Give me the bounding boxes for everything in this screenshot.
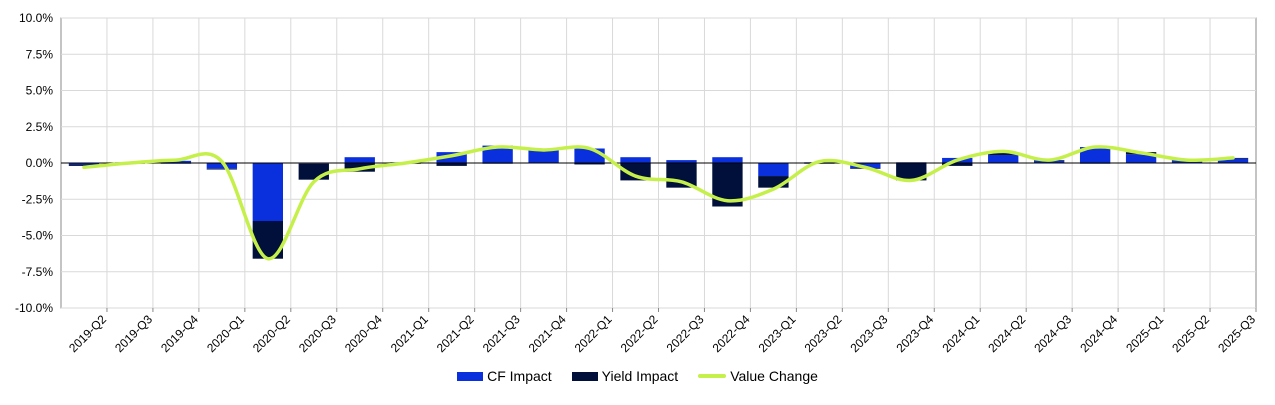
legend-item-yield-impact: Yield Impact — [571, 368, 679, 384]
bar-cf-impact — [620, 157, 651, 163]
bar-cf-impact — [1034, 160, 1065, 163]
bar-yield-impact — [574, 163, 605, 165]
y-tick-label: -5.0% — [22, 229, 54, 243]
x-tick-label: 2025-Q3 — [1215, 312, 1258, 355]
y-tick-label: 0.0% — [26, 156, 54, 170]
y-tick-label: 2.5% — [26, 120, 54, 134]
bar-yield-impact — [620, 163, 651, 181]
y-tick-label: -2.5% — [22, 192, 54, 206]
x-tick-label: 2023-Q3 — [848, 312, 891, 355]
bar-cf-impact — [712, 157, 743, 163]
bar-cf-impact — [666, 160, 697, 163]
bar-yield-impact — [988, 152, 1019, 156]
x-tick-label: 2022-Q2 — [618, 312, 661, 355]
bar-cf-impact — [252, 163, 283, 221]
x-tick-label: 2022-Q4 — [710, 312, 753, 355]
bar-yield-impact — [206, 168, 238, 170]
bar-cf-impact — [758, 163, 789, 177]
bar-cf-impact — [1079, 147, 1111, 163]
bar-cf-impact — [436, 152, 467, 163]
legend-item-cf-impact: CF Impact — [457, 368, 552, 384]
x-tick-label: 2019-Q3 — [112, 312, 155, 355]
legend-label-cf-impact: CF Impact — [487, 368, 552, 384]
bar-cf-impact — [988, 155, 1019, 163]
bar-cf-impact — [344, 157, 375, 163]
x-tick-label: 2021-Q3 — [480, 312, 523, 355]
bar-cf-impact — [850, 163, 881, 169]
x-tick-label: 2022-Q3 — [664, 312, 707, 355]
x-tick-label: 2023-Q1 — [756, 312, 799, 355]
bar-yield-impact — [896, 163, 927, 181]
x-tick-label: 2025-Q1 — [1123, 312, 1166, 355]
x-tick-label: 2024-Q1 — [939, 312, 982, 355]
bar-cf-impact — [574, 148, 605, 163]
legend-item-value-change: Value Change — [698, 368, 818, 384]
x-tick-label: 2023-Q2 — [802, 312, 845, 355]
line-value-change — [82, 145, 1235, 261]
y-tick-label: 10.0% — [19, 11, 53, 25]
bar-cf-impact — [68, 163, 100, 165]
legend-swatch-value-change — [698, 374, 727, 378]
x-tick-label: 2021-Q1 — [388, 312, 431, 355]
bar-cf-impact — [160, 160, 192, 163]
y-tick-label: 7.5% — [26, 47, 54, 61]
bar-yield-impact — [298, 163, 329, 180]
bar-yield-impact — [68, 164, 100, 166]
x-tick-label: 2021-Q2 — [434, 312, 477, 355]
x-tick-label: 2023-Q4 — [893, 312, 936, 355]
y-tick-label: -7.5% — [22, 265, 54, 279]
legend-label-value-change: Value Change — [730, 368, 818, 384]
x-tick-label: 2025-Q2 — [1169, 312, 1212, 355]
legend-swatch-cf-impact — [457, 371, 484, 381]
bar-cf-impact — [528, 148, 559, 163]
x-tick-label: 2020-Q4 — [342, 312, 385, 355]
x-tick-label: 2024-Q2 — [985, 312, 1028, 355]
y-tick-label: -10.0% — [15, 301, 53, 315]
x-tick-label: 2022-Q1 — [572, 312, 615, 355]
bar-cf-impact — [1171, 160, 1203, 163]
x-tick-label: 2019-Q4 — [158, 312, 201, 355]
x-tick-label: 2024-Q3 — [1031, 312, 1074, 355]
bar-yield-impact — [758, 176, 789, 188]
bar-yield-impact — [942, 163, 973, 166]
y-tick-label: 5.0% — [26, 84, 54, 98]
legend: CF Impact Yield Impact Value Change — [0, 368, 1275, 384]
bar-yield-impact — [436, 163, 467, 166]
bar-cf-impact — [482, 145, 513, 163]
legend-swatch-yield-impact — [571, 371, 598, 381]
x-tick-label: 2020-Q3 — [296, 312, 339, 355]
x-tick-label: 2024-Q4 — [1077, 312, 1120, 355]
bar-cf-impact — [1125, 154, 1157, 163]
x-tick-label: 2019-Q2 — [66, 312, 109, 355]
bar-cf-impact — [1217, 158, 1249, 163]
x-tick-label: 2020-Q2 — [250, 312, 293, 355]
x-tick-label: 2020-Q1 — [204, 312, 247, 355]
bar-yield-impact — [666, 163, 697, 188]
x-tick-label: 2021-Q4 — [526, 312, 569, 355]
bar-cf-impact — [206, 163, 238, 169]
legend-label-yield-impact: Yield Impact — [601, 368, 679, 384]
